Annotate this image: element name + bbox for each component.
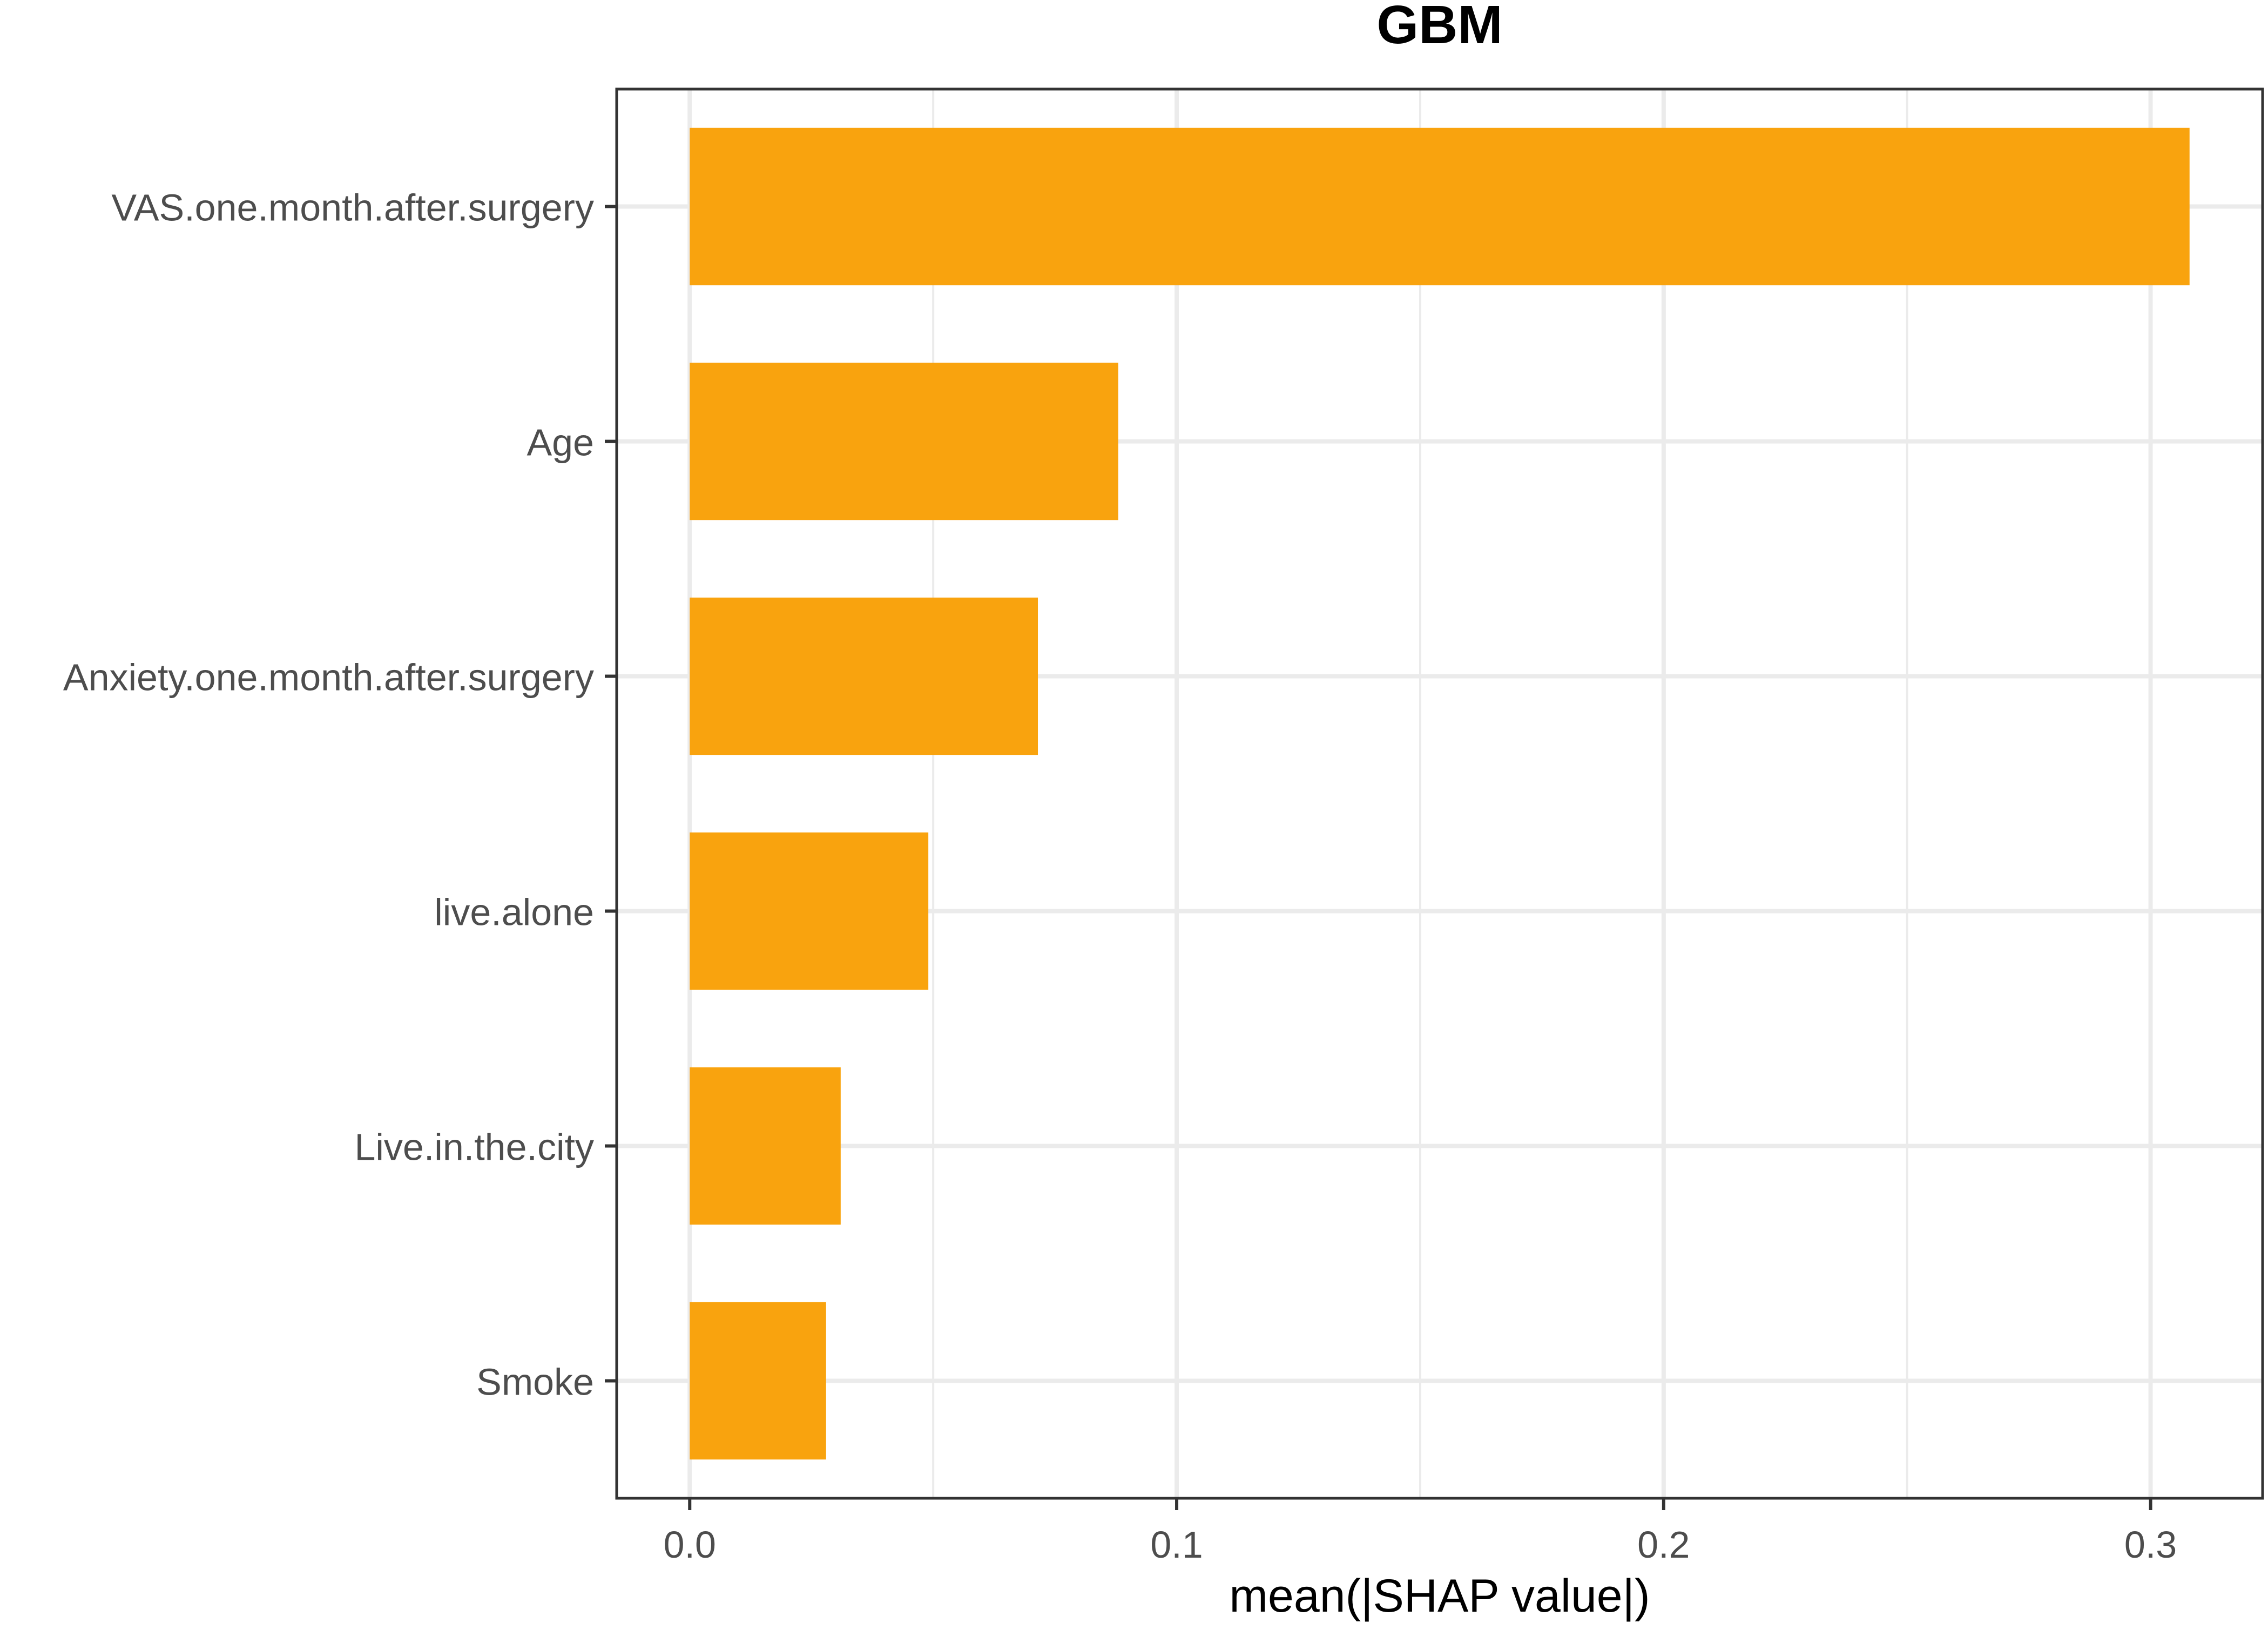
x-tick-label: 0.0 [664, 1524, 716, 1566]
bar-6 [690, 1302, 826, 1460]
bar-2 [690, 362, 1118, 520]
x-axis-title: mean(|SHAP value|) [1229, 1570, 1650, 1622]
x-tick-label: 0.2 [1637, 1524, 1690, 1566]
y-tick-label: Age [526, 422, 594, 464]
y-tick-label: Anxiety.one.month.after.surgery [63, 657, 594, 699]
x-axis: 0.0 0.1 0.2 0.3 [664, 1498, 2177, 1566]
bar-1 [690, 127, 2190, 286]
y-axis: VAS.one.month.after.surgery Age Anxiety.on… [63, 187, 617, 1403]
y-tick-label: live.alone [434, 891, 594, 934]
bars-layer [690, 127, 2190, 1460]
x-tick-label: 0.3 [2124, 1524, 2177, 1566]
grid-layer [617, 89, 2263, 1498]
panel-border [615, 87, 2264, 1500]
y-tick-label: VAS.one.month.after.surgery [111, 187, 594, 229]
chart-title: GBM [1376, 0, 1502, 55]
y-tick-label: Live.in.the.city [354, 1126, 594, 1168]
y-tick-label: Smoke [476, 1361, 594, 1403]
x-tick-label: 0.1 [1150, 1524, 1203, 1566]
bar-4 [690, 832, 929, 990]
bar-3 [690, 597, 1038, 755]
bar-5 [690, 1067, 841, 1225]
